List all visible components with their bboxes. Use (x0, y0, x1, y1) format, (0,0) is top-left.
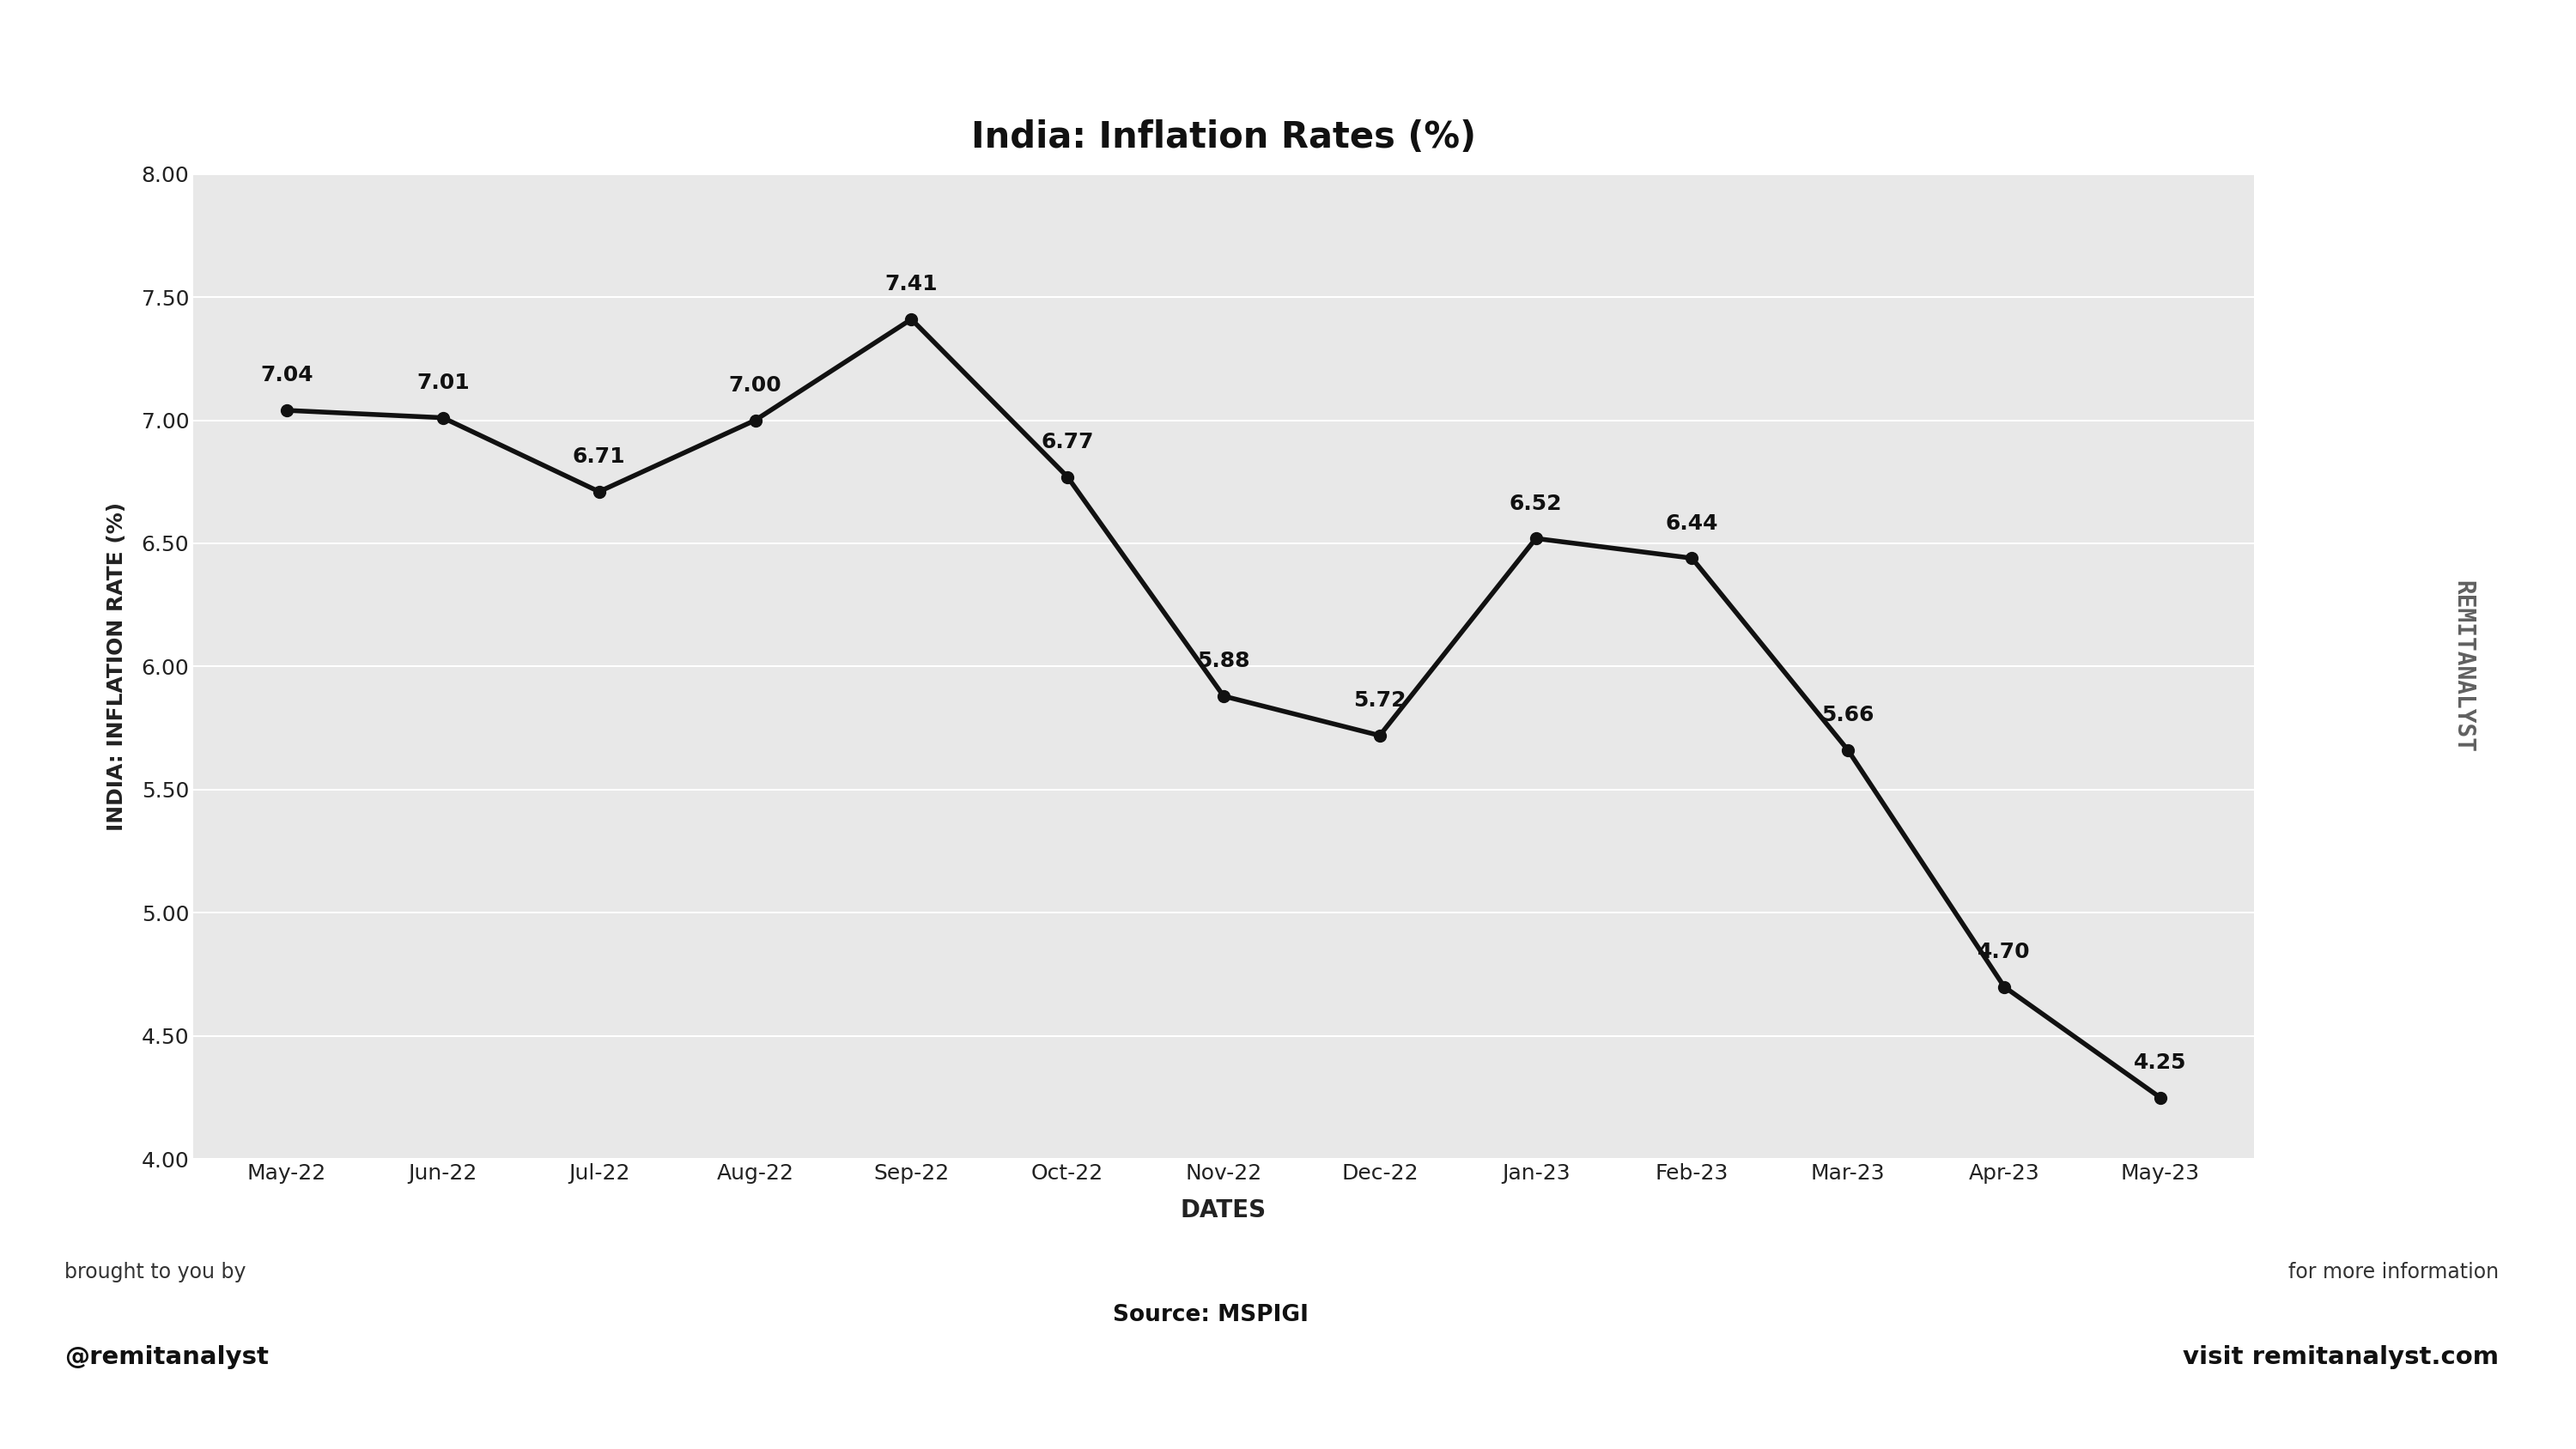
Text: brought to you by: brought to you by (64, 1262, 247, 1282)
Text: 4.70: 4.70 (1978, 942, 2030, 962)
Text: @remitanalyst: @remitanalyst (64, 1345, 268, 1369)
Text: Source: MSPIGI: Source: MSPIGI (1113, 1304, 1309, 1326)
Text: 5.72: 5.72 (1352, 690, 1406, 711)
Y-axis label: INDIA: INFLATION RATE (%): INDIA: INFLATION RATE (%) (106, 503, 126, 830)
Text: 6.44: 6.44 (1667, 513, 1718, 533)
Text: REMITANALYST: REMITANALYST (2450, 580, 2476, 753)
Text: 6.71: 6.71 (572, 446, 626, 467)
Text: 5.88: 5.88 (1198, 651, 1249, 671)
Text: 4.25: 4.25 (2133, 1052, 2187, 1072)
Text: 7.01: 7.01 (417, 372, 469, 393)
Text: 7.41: 7.41 (886, 274, 938, 294)
Text: 6.77: 6.77 (1041, 432, 1095, 452)
Text: 5.66: 5.66 (1821, 706, 1875, 726)
Text: for more information: for more information (2287, 1262, 2499, 1282)
Text: 7.00: 7.00 (729, 375, 781, 396)
Title: India: Inflation Rates (%): India: Inflation Rates (%) (971, 119, 1476, 155)
Text: 6.52: 6.52 (1510, 493, 1561, 514)
Text: visit remitanalyst.com: visit remitanalyst.com (2182, 1345, 2499, 1369)
X-axis label: DATES: DATES (1180, 1198, 1267, 1223)
Text: 7.04: 7.04 (260, 365, 314, 385)
